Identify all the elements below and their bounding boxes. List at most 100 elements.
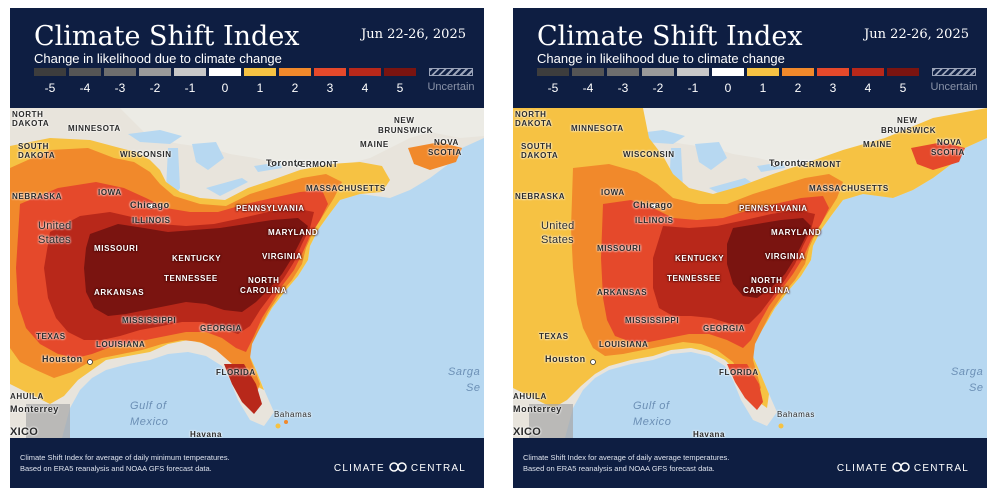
label-vermont: VERMONT <box>797 160 842 169</box>
label-kentucky: KENTUCKY <box>675 254 725 263</box>
label-nova-scotia-1: NOVA <box>434 138 459 147</box>
panel-subtitle: Change in likelihood due to climate chan… <box>34 51 282 66</box>
csi-map[interactable]: NORTH DAKOTA MINNESOTA SOUTH DAKOTA WISC… <box>10 108 484 438</box>
legend-swatch <box>782 68 814 76</box>
legend-swatch <box>677 68 709 76</box>
label-louisiana: LOUISIANA <box>599 340 649 349</box>
label-houston: Houston <box>545 354 586 364</box>
legend-tick-label: -2 <box>652 81 664 95</box>
label-north-dakota: NORTH DAKOTA <box>12 110 50 128</box>
footnote-line-2: Based on ERA5 reanalysis and NOAA GFS fo… <box>523 464 715 473</box>
label-massachusetts: MASSACHUSETTS <box>306 184 386 193</box>
bahamas-dot <box>275 423 281 429</box>
label-toronto: Toronto <box>769 158 807 168</box>
label-illinois: ILLINOIS <box>132 216 171 225</box>
climate-central-logo: CLIMATE CENTRAL <box>837 462 969 474</box>
footnote-line-2: Based on ERA5 reanalysis and NOAA GFS fo… <box>20 464 212 473</box>
legend-tick-label: -3 <box>617 81 629 95</box>
legend-tick-label: 2 <box>291 81 299 95</box>
legend-tick-label: 3 <box>326 81 334 95</box>
legend-swatch <box>349 68 381 76</box>
bahamas-dot <box>284 420 288 424</box>
label-texas: TEXAS <box>539 332 569 341</box>
label-maine: MAINE <box>863 140 892 149</box>
label-sargasso-1: Sarga <box>951 366 984 378</box>
csi-level-5 <box>727 218 811 298</box>
label-maryland: MARYLAND <box>771 228 822 237</box>
label-mexico: XICO <box>513 426 542 438</box>
legend-tick-label: 5 <box>899 81 907 95</box>
brand-text-left: CLIMATE <box>333 463 385 474</box>
florida-csi <box>727 364 763 410</box>
legend-swatch <box>852 68 884 76</box>
footnote: Climate Shift Index for average of daily… <box>20 452 330 474</box>
csi-legend: -5 -4 -3 -2 -1 0 1 2 3 4 5 Uncertain <box>537 68 978 102</box>
legend-swatch <box>384 68 416 76</box>
legend-tick-label: 4 <box>864 81 872 95</box>
legend-swatch-uncertain <box>932 68 976 76</box>
label-chicago: Chicago <box>633 200 673 210</box>
label-coahuila: AHUILA <box>513 392 547 401</box>
maritime-csi <box>911 142 965 170</box>
legend-tick-label: -1 <box>184 81 196 95</box>
brand-text-right: CENTRAL <box>410 463 466 474</box>
label-toronto: Toronto <box>266 158 304 168</box>
label-mexico: XICO <box>10 426 39 438</box>
florida-csi <box>224 364 262 414</box>
label-nebraska: NEBRASKA <box>515 192 566 201</box>
label-iowa: IOWA <box>98 188 122 197</box>
label-georgia: GEORGIA <box>200 324 242 333</box>
label-gulf-1: Gulf of <box>130 400 167 412</box>
lake-superior <box>128 130 182 144</box>
label-north-dakota: NORTH DAKOTA <box>515 110 553 128</box>
label-maryland: MARYLAND <box>268 228 319 237</box>
city-dot-toronto <box>772 161 778 167</box>
label-new-brunswick-1: NEW <box>897 116 918 125</box>
legend-tick-label: 2 <box>794 81 802 95</box>
legend-tick-label: 3 <box>829 81 837 95</box>
city-dot-chicago <box>651 203 657 209</box>
legend-swatch <box>104 68 136 76</box>
legend-swatch <box>314 68 346 76</box>
label-new-brunswick-2: BRUNSWICK <box>378 126 434 135</box>
label-united: United <box>541 220 575 232</box>
legend-swatch <box>174 68 206 76</box>
label-iowa: IOWA <box>601 188 625 197</box>
label-new-brunswick-1: NEW <box>394 116 415 125</box>
panel-footer: Climate Shift Index for average of daily… <box>513 438 987 488</box>
brand-text-right: CENTRAL <box>913 463 969 474</box>
label-havana: Havana <box>190 430 223 438</box>
lake-huron <box>695 142 727 170</box>
panel-date: Jun 22-26, 2025 <box>361 27 466 42</box>
climate-central-mark-icon <box>892 462 910 472</box>
label-gulf-1: Gulf of <box>633 400 670 412</box>
legend-swatch <box>244 68 276 76</box>
panel-subtitle: Change in likelihood due to climate chan… <box>537 51 785 66</box>
label-missouri: MISSOURI <box>597 244 642 253</box>
legend-uncertain-label: Uncertain <box>427 81 475 93</box>
legend-tick-label: 5 <box>396 81 404 95</box>
label-coahuila: AHUILA <box>10 392 44 401</box>
legend-uncertain-label: Uncertain <box>930 81 978 93</box>
uncertain-area <box>529 404 573 438</box>
legend-tick-label: -4 <box>582 81 594 95</box>
lake-huron <box>192 142 224 170</box>
label-minnesota: MINNESOTA <box>571 124 624 133</box>
lake-ontario <box>757 162 785 172</box>
legend-swatch <box>712 68 744 76</box>
lake-erie <box>709 178 751 196</box>
label-mississippi: MISSISSIPPI <box>122 316 177 325</box>
label-monterrey: Monterrey <box>10 404 59 414</box>
panel-title: Climate Shift Index <box>34 21 300 52</box>
label-tennessee: TENNESSEE <box>667 274 721 283</box>
label-sargasso-1: Sarga <box>448 366 481 378</box>
label-states: States <box>541 234 574 246</box>
label-vermont: VERMONT <box>294 160 339 169</box>
map-graphic <box>10 108 484 438</box>
panel-footer: Climate Shift Index for average of daily… <box>10 438 484 488</box>
label-chicago: Chicago <box>130 200 170 210</box>
legend-swatch <box>279 68 311 76</box>
csi-map[interactable]: NORTH DAKOTA MINNESOTA SOUTH DAKOTA WISC… <box>513 108 987 438</box>
label-tennessee: TENNESSEE <box>164 274 218 283</box>
legend-tick-label: 1 <box>256 81 264 95</box>
